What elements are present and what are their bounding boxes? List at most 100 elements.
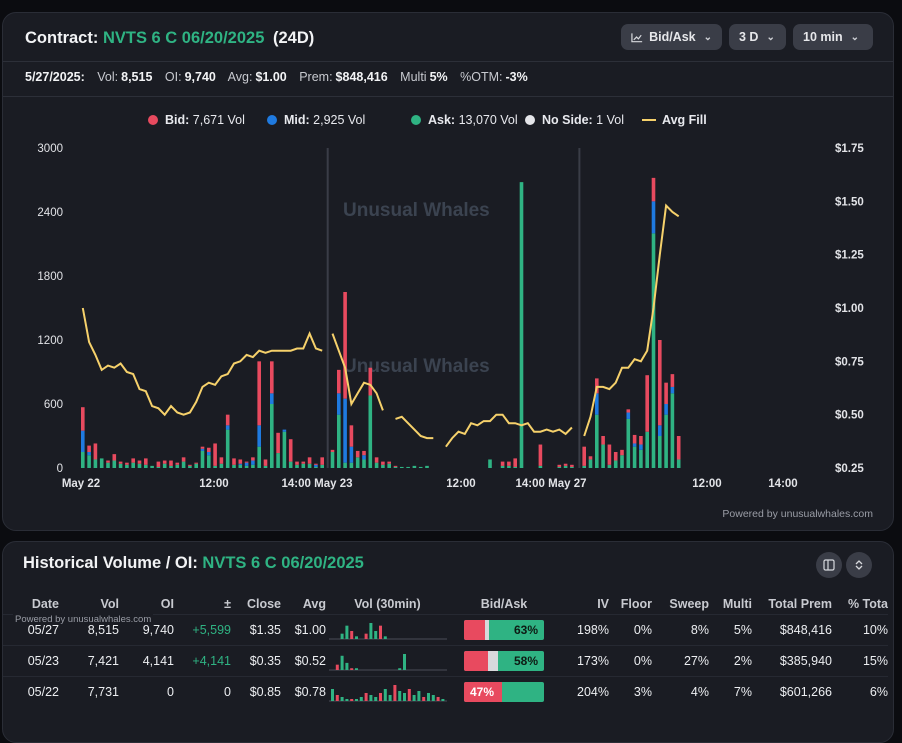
table-row[interactable]: 05/27 8,515 9,740 +5,599 $1.35 $1.00 63% 198% 0%… (3, 614, 888, 646)
stats-row: 5/27/2025: Vol: 8,515 OI: 9,740 Avg: $1.00 … (25, 70, 537, 84)
bid-ask-bar: 47% (449, 676, 559, 707)
columns-toggle-button[interactable] (816, 552, 842, 578)
historical-title: Historical Volume / OI: NVTS 6 C 06/20/2… (23, 554, 364, 573)
watermark-text: Unusual Whales (343, 200, 490, 221)
column-header[interactable]: Bid/Ask (480, 597, 528, 611)
bar-bid (393, 465, 398, 467)
bar-ask (381, 464, 385, 468)
table-header-row: Date Vol OI ± Close Avg Vol (30min) Bid/Ask IV Fl… (3, 594, 888, 615)
column-header[interactable]: Vol (100, 597, 119, 611)
powered-by-link[interactable]: Powered by unusualwhales.com (722, 508, 873, 520)
column-header[interactable]: Vol (30min) (354, 597, 421, 611)
mini-bar (349, 631, 353, 639)
bar-ask (276, 453, 280, 468)
bar-ask (307, 463, 312, 468)
timeframe-dropdown[interactable]: 3 D ⌄ (729, 24, 786, 50)
bid-ask-dropdown[interactable]: Bid/Ask ⌄ (621, 24, 722, 50)
bar-ask (639, 449, 643, 468)
cell-oi: 0 (119, 676, 174, 707)
bar-ask (162, 463, 167, 468)
bar-bid (106, 460, 110, 463)
bar-ask (295, 464, 299, 468)
bid-ask-percent: 63% (513, 623, 538, 637)
bar-ask (595, 414, 599, 468)
legend-swatch (411, 115, 421, 125)
cell-pct: 10% (832, 614, 888, 646)
bid-ask-meter: 47% (464, 682, 544, 702)
table-row[interactable]: 05/23 7,421 4,141 +4,141 $0.35 $0.52 58% 173% 0%… (3, 645, 888, 677)
bar-bid (238, 459, 243, 464)
mini-bar (378, 693, 382, 701)
bar-bid (632, 434, 637, 444)
x-tick-label: 14:00 May 27 (516, 478, 587, 490)
bar-ask (670, 393, 675, 468)
column-header[interactable]: Multi (722, 597, 752, 611)
column-header[interactable]: % Tota (847, 597, 888, 611)
watermark-text: Unusual Whales (343, 356, 490, 377)
column-header[interactable]: Date (31, 597, 59, 611)
bar-ask (288, 461, 293, 468)
bar-bid (81, 407, 85, 431)
cell-multi: 2% (709, 645, 752, 677)
bar-bid (601, 436, 605, 445)
column-header[interactable]: OI (160, 597, 174, 611)
mini-bar (344, 662, 348, 670)
bar-ask (570, 466, 574, 468)
column-header[interactable]: Close (246, 597, 281, 611)
mini-bar (368, 695, 372, 701)
chevron-down-icon: ⌄ (703, 31, 712, 43)
legend-entry: No Side: 1 Vol (542, 113, 624, 127)
bar-mid (207, 452, 211, 456)
table-row[interactable]: 05/22 7,731 0 0 $0.85 $0.78 47% 204% 3% 4% 7% $601,… (3, 676, 888, 707)
bar-bid (295, 461, 299, 465)
bar-ask (349, 462, 354, 468)
table-body: 05/27 8,515 9,740 +5,599 $1.35 $1.00 63% 198% 0%… (3, 614, 888, 707)
bar-bid (349, 425, 354, 447)
x-tick-label: May 22 (62, 478, 100, 490)
bar-mid (349, 446, 354, 463)
bar-ask (125, 464, 129, 468)
chevron-down-icon: ⌄ (766, 31, 775, 43)
stat-multi-value: 5% (429, 70, 448, 84)
bar-bid (563, 463, 568, 466)
bar-bid (595, 378, 599, 394)
column-header[interactable]: Avg (302, 597, 326, 611)
stat-otm-value: -3% (505, 70, 528, 84)
mini-bar (421, 697, 425, 701)
bar-mid (626, 412, 631, 419)
bar-bid (676, 436, 681, 460)
mini-bar (426, 693, 430, 701)
bar-ask (557, 466, 562, 468)
bar-ask (137, 463, 142, 468)
mini-bar (359, 697, 363, 701)
column-header[interactable]: Sweep (669, 597, 709, 611)
bar-bid (513, 458, 517, 467)
cell-close: $1.35 (231, 614, 281, 646)
stat-multi: Multi 5% (400, 70, 447, 84)
cell-avg: $0.52 (281, 645, 326, 677)
sort-toggle-button[interactable] (846, 552, 872, 578)
x-tick-label: 14:00 (768, 478, 797, 490)
cell-floor: 0% (609, 645, 652, 677)
mini-bar (340, 697, 344, 701)
cell-date: 05/22 (3, 676, 59, 707)
mini-bar (368, 623, 372, 639)
mini-bar (340, 633, 344, 639)
bid-ask-meter: 63% (464, 620, 544, 640)
bar-bid (169, 460, 173, 466)
bar-mid (238, 463, 243, 465)
column-header[interactable]: Floor (620, 597, 652, 611)
bar-ask (314, 466, 318, 468)
cell-vol: 7,421 (59, 645, 119, 677)
bar-bid (362, 450, 366, 456)
bid-ask-label: Bid/Ask (649, 30, 696, 44)
x-tick-label: 14:00 May 23 (282, 478, 353, 490)
mini-bar (373, 697, 377, 701)
column-header[interactable]: Total Prem (768, 597, 832, 611)
cell-prem: $848,416 (752, 614, 832, 646)
mini-bar (349, 699, 353, 701)
column-header[interactable]: ± (224, 597, 231, 611)
bar-ask (337, 414, 341, 468)
interval-dropdown[interactable]: 10 min ⌄ (793, 24, 873, 50)
column-header[interactable]: IV (597, 597, 609, 611)
